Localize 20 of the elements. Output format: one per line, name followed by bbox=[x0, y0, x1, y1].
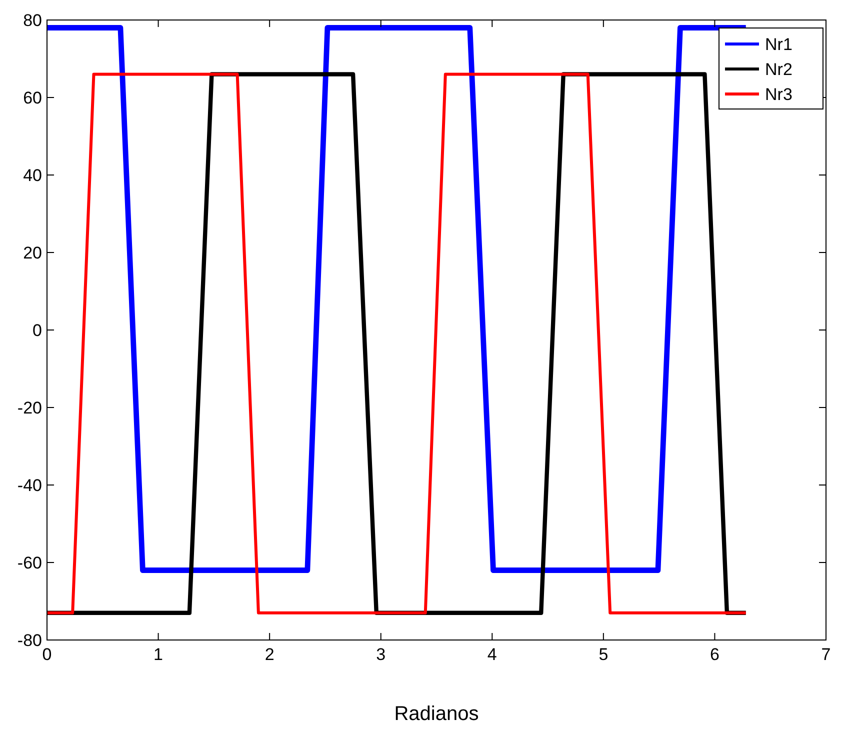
y-tick-label: -20 bbox=[17, 398, 42, 418]
y-tick-label: -40 bbox=[17, 476, 42, 495]
x-tick-label: 1 bbox=[154, 645, 164, 664]
legend-label: Nr2 bbox=[765, 60, 792, 79]
x-axis-title: Radianos bbox=[394, 703, 479, 725]
x-tick-label: 4 bbox=[487, 645, 497, 664]
y-tick-label: -60 bbox=[17, 553, 42, 572]
x-tick-label: 5 bbox=[598, 645, 608, 664]
y-tick-label: 40 bbox=[23, 166, 42, 185]
x-tick-label: 3 bbox=[376, 645, 386, 664]
x-tick-label: 7 bbox=[821, 645, 831, 664]
y-tick-label: 60 bbox=[23, 88, 42, 108]
x-tick-label: 2 bbox=[264, 645, 274, 664]
y-tick-label: 20 bbox=[23, 243, 42, 262]
y-tick-label: -80 bbox=[17, 630, 42, 650]
legend-label: Nr3 bbox=[765, 84, 792, 104]
y-tick-label: 0 bbox=[32, 320, 42, 340]
y-tick-label: 80 bbox=[23, 10, 42, 30]
x-tick-label: 6 bbox=[710, 645, 720, 664]
legend-label: Nr1 bbox=[765, 34, 792, 54]
